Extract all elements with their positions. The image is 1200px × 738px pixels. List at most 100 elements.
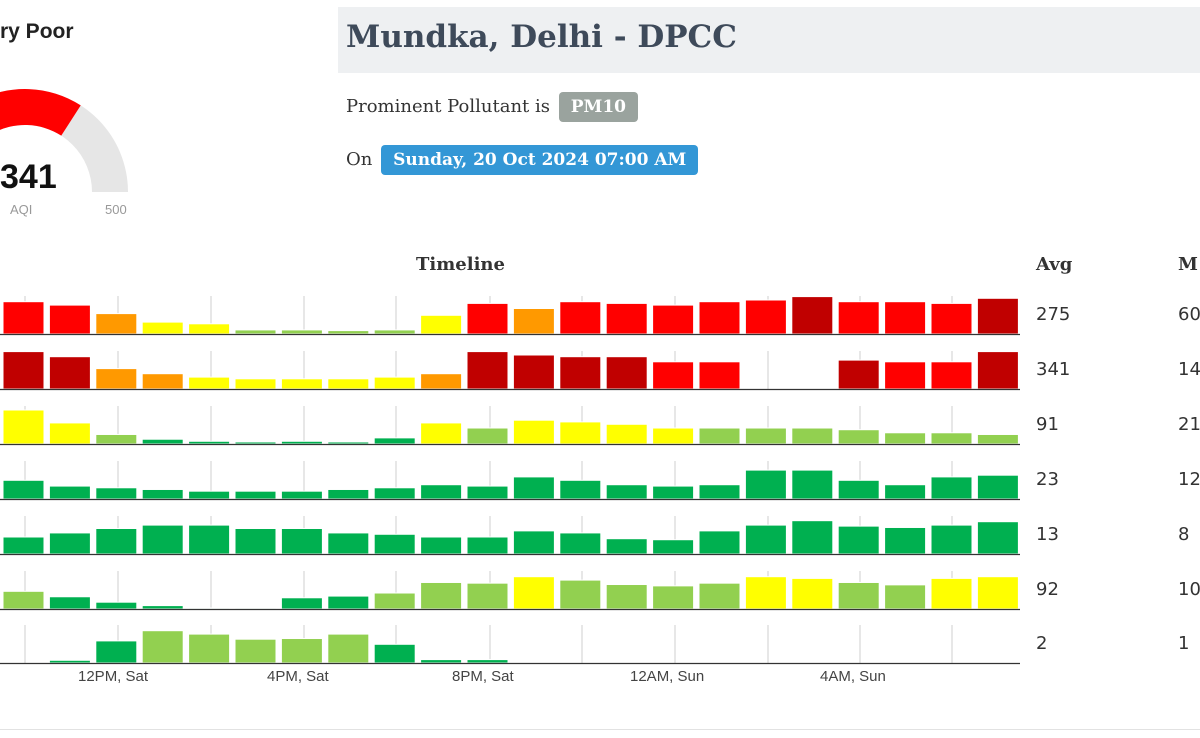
timeline-bar[interactable] bbox=[466, 582, 509, 610]
timeline-bar[interactable] bbox=[976, 474, 1019, 500]
timeline-bar[interactable] bbox=[744, 299, 787, 335]
timeline-bar[interactable] bbox=[327, 595, 370, 610]
timeline-bar[interactable] bbox=[652, 361, 695, 390]
timeline-bar[interactable] bbox=[884, 484, 927, 500]
timeline-bar[interactable] bbox=[48, 304, 91, 335]
timeline-bar[interactable] bbox=[280, 638, 323, 664]
timeline-bar[interactable] bbox=[48, 659, 91, 664]
timeline-bar[interactable] bbox=[95, 640, 138, 664]
timeline-bar[interactable] bbox=[95, 487, 138, 500]
timeline-bar[interactable] bbox=[884, 584, 927, 610]
timeline-bar[interactable] bbox=[141, 488, 184, 500]
timeline-bar[interactable] bbox=[234, 378, 277, 390]
timeline-bar[interactable] bbox=[976, 297, 1019, 335]
timeline-bar[interactable] bbox=[2, 351, 45, 390]
timeline-bar[interactable] bbox=[791, 520, 834, 555]
timeline-bar[interactable] bbox=[95, 433, 138, 445]
timeline-bar[interactable] bbox=[327, 633, 370, 664]
timeline-bar[interactable] bbox=[976, 576, 1019, 610]
timeline-bar[interactable] bbox=[652, 427, 695, 445]
timeline-bar[interactable] bbox=[95, 601, 138, 610]
timeline-bar[interactable] bbox=[605, 484, 648, 500]
timeline-bar[interactable] bbox=[280, 490, 323, 500]
timeline-bar[interactable] bbox=[884, 432, 927, 445]
timeline-bar[interactable] bbox=[141, 321, 184, 335]
timeline-bar[interactable] bbox=[48, 422, 91, 445]
timeline-bar[interactable] bbox=[698, 484, 741, 500]
timeline-bar[interactable] bbox=[141, 524, 184, 555]
timeline-bar[interactable] bbox=[234, 490, 277, 500]
timeline-bar[interactable] bbox=[327, 488, 370, 500]
timeline-bar[interactable] bbox=[884, 301, 927, 335]
timeline-bar[interactable] bbox=[930, 476, 973, 500]
timeline-bar[interactable] bbox=[188, 524, 231, 555]
timeline-bar[interactable] bbox=[373, 592, 416, 610]
timeline-bar[interactable] bbox=[420, 422, 463, 445]
timeline-bar[interactable] bbox=[652, 539, 695, 555]
timeline-bar[interactable] bbox=[280, 378, 323, 390]
timeline-bar[interactable] bbox=[2, 590, 45, 610]
timeline-bar[interactable] bbox=[234, 638, 277, 664]
timeline-bar[interactable] bbox=[280, 440, 323, 445]
timeline-bar[interactable] bbox=[188, 490, 231, 500]
timeline-bar[interactable] bbox=[466, 427, 509, 445]
timeline-bar[interactable] bbox=[141, 605, 184, 610]
timeline-bar[interactable] bbox=[373, 329, 416, 335]
timeline-bar[interactable] bbox=[559, 579, 602, 610]
timeline-bar[interactable] bbox=[791, 296, 834, 335]
timeline-bar[interactable] bbox=[2, 536, 45, 555]
timeline-bar[interactable] bbox=[837, 525, 880, 555]
timeline-bar[interactable] bbox=[420, 484, 463, 500]
timeline-bar[interactable] bbox=[234, 607, 277, 610]
timeline-bar[interactable] bbox=[327, 330, 370, 335]
timeline-bar[interactable] bbox=[837, 301, 880, 335]
timeline-bar[interactable] bbox=[512, 419, 555, 445]
timeline-bar[interactable] bbox=[930, 361, 973, 390]
timeline-bar[interactable] bbox=[744, 524, 787, 555]
timeline-bar[interactable] bbox=[188, 323, 231, 335]
timeline-bar[interactable] bbox=[327, 532, 370, 555]
timeline-bar[interactable] bbox=[48, 485, 91, 500]
timeline-bar[interactable] bbox=[512, 530, 555, 555]
timeline-bar[interactable] bbox=[837, 429, 880, 445]
timeline-bar[interactable] bbox=[188, 607, 231, 610]
timeline-bar[interactable] bbox=[327, 378, 370, 390]
timeline-bar[interactable] bbox=[373, 376, 416, 390]
timeline-bar[interactable] bbox=[976, 433, 1019, 445]
timeline-bar[interactable] bbox=[559, 421, 602, 445]
timeline-bar[interactable] bbox=[373, 643, 416, 664]
timeline-bar[interactable] bbox=[373, 487, 416, 500]
timeline-bar[interactable] bbox=[95, 368, 138, 390]
timeline-bar[interactable] bbox=[48, 356, 91, 390]
timeline-bar[interactable] bbox=[605, 423, 648, 445]
timeline-bar[interactable] bbox=[698, 301, 741, 335]
timeline-bar[interactable] bbox=[280, 329, 323, 335]
timeline-bar[interactable] bbox=[373, 437, 416, 445]
timeline-bar[interactable] bbox=[976, 521, 1019, 555]
timeline-bar[interactable] bbox=[605, 538, 648, 555]
timeline-bar[interactable] bbox=[466, 659, 509, 664]
timeline-bar[interactable] bbox=[466, 536, 509, 555]
timeline-bar[interactable] bbox=[48, 596, 91, 610]
timeline-bar[interactable] bbox=[791, 469, 834, 500]
timeline-bar[interactable] bbox=[698, 582, 741, 610]
timeline-bar[interactable] bbox=[605, 584, 648, 610]
timeline-bar[interactable] bbox=[884, 361, 927, 390]
timeline-bar[interactable] bbox=[559, 532, 602, 555]
timeline-bar[interactable] bbox=[652, 585, 695, 610]
timeline-bar[interactable] bbox=[188, 376, 231, 390]
timeline-bar[interactable] bbox=[48, 532, 91, 555]
timeline-bar[interactable] bbox=[95, 528, 138, 555]
timeline-bar[interactable] bbox=[744, 576, 787, 610]
timeline-bar[interactable] bbox=[512, 576, 555, 610]
timeline-bar[interactable] bbox=[559, 356, 602, 390]
timeline-bar[interactable] bbox=[327, 441, 370, 445]
timeline-bar[interactable] bbox=[2, 479, 45, 500]
timeline-bar[interactable] bbox=[420, 659, 463, 664]
timeline-bar[interactable] bbox=[930, 577, 973, 610]
timeline-bar[interactable] bbox=[373, 533, 416, 555]
timeline-bar[interactable] bbox=[234, 329, 277, 335]
timeline-bar[interactable] bbox=[2, 301, 45, 335]
timeline-bar[interactable] bbox=[837, 359, 880, 390]
timeline-bar[interactable] bbox=[976, 351, 1019, 390]
